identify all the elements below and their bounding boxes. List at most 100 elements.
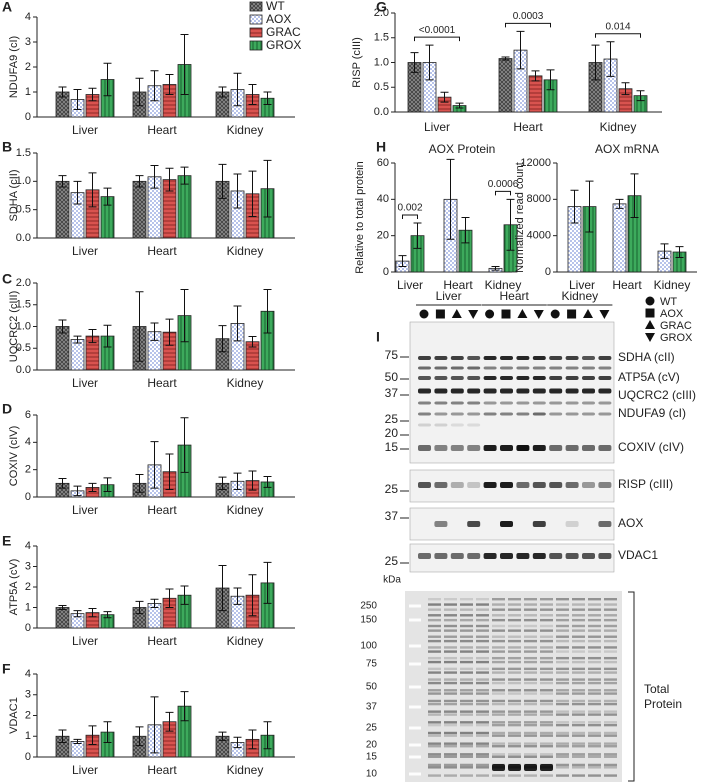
- band: [582, 553, 595, 559]
- stain-band: [508, 699, 521, 703]
- stain-band: [460, 731, 473, 735]
- band: [549, 366, 563, 370]
- lane-symbol: [468, 310, 479, 319]
- ladder-band: [409, 726, 421, 730]
- stain-band: [428, 624, 441, 628]
- significance-bracket: [505, 22, 551, 28]
- stain-band: [508, 624, 521, 628]
- error-bar: [165, 711, 174, 732]
- band: [450, 445, 464, 451]
- stain-band: [604, 766, 617, 769]
- stain-band: [476, 763, 489, 767]
- error-bar: [218, 731, 227, 741]
- stain-band: [476, 745, 489, 748]
- band: [565, 445, 579, 451]
- legend-label: AOX: [660, 308, 684, 320]
- stain-band: [524, 734, 537, 737]
- stain-band: [492, 745, 505, 748]
- y-tick-label: 0: [383, 266, 389, 278]
- y-tick-label: 1.0: [16, 320, 31, 332]
- stain-band: [572, 671, 585, 674]
- error-bar: [135, 77, 144, 107]
- stain-band: [588, 713, 601, 716]
- legend-swatch: [249, 1, 263, 12]
- stain-band: [524, 646, 537, 649]
- stain-band: [572, 713, 585, 716]
- stain-band: [492, 650, 505, 653]
- stain-band: [444, 667, 457, 671]
- band: [598, 482, 612, 488]
- marker-label: 15: [366, 752, 378, 763]
- stain-band: [588, 689, 601, 692]
- stain-band: [428, 635, 441, 638]
- error-bar: [491, 266, 500, 271]
- stain-band: [540, 629, 553, 632]
- error-bar: [88, 87, 97, 102]
- stain-band: [428, 710, 441, 713]
- stain-band: [460, 635, 473, 638]
- stain-band: [476, 608, 489, 611]
- group-label: Kidney: [561, 289, 598, 303]
- stain-band: [588, 656, 601, 660]
- stain-band: [508, 608, 521, 611]
- band: [582, 412, 595, 416]
- band: [565, 521, 579, 527]
- error-bar: [58, 319, 67, 334]
- stain-band: [540, 764, 553, 771]
- stain-band: [444, 629, 457, 632]
- stain-band: [604, 660, 617, 664]
- error-bar: [501, 56, 510, 61]
- error-bar: [88, 482, 97, 493]
- y-tick-label: 4: [25, 11, 31, 23]
- stain-band: [476, 721, 489, 724]
- band: [483, 482, 497, 488]
- stain-band: [572, 639, 585, 643]
- stain-band: [572, 660, 585, 664]
- error-bar: [135, 600, 144, 615]
- stain-band: [428, 603, 441, 606]
- unit-label: kDa: [383, 575, 401, 586]
- band: [500, 412, 513, 416]
- x-tick-label: Liver: [72, 634, 98, 648]
- error-bar: [263, 159, 272, 218]
- band: [483, 356, 497, 360]
- y-axis-label: UQCRC2 (cIII): [8, 291, 20, 363]
- stain-band: [540, 671, 553, 674]
- stain-band: [508, 710, 521, 713]
- stain-band: [588, 774, 601, 777]
- stain-band: [540, 608, 553, 611]
- p-value: 0.0006: [488, 179, 519, 190]
- stain-band: [460, 681, 473, 685]
- band: [467, 423, 481, 427]
- stain-band: [444, 755, 457, 758]
- stain-band: [476, 635, 489, 638]
- panel-letter: F: [2, 661, 11, 677]
- error-bar: [135, 726, 144, 747]
- stain-band: [444, 721, 457, 724]
- stain-band: [476, 667, 489, 671]
- error-bar: [58, 478, 67, 489]
- error-bar: [615, 198, 624, 209]
- band: [450, 412, 464, 416]
- panel-letter: I: [376, 329, 380, 345]
- error-bar: [410, 52, 419, 73]
- stain-band: [428, 598, 441, 601]
- band: [450, 423, 464, 427]
- stain-band: [428, 678, 441, 681]
- band: [418, 376, 431, 380]
- stain-band: [556, 608, 569, 611]
- stain-band: [492, 710, 505, 713]
- band: [418, 401, 431, 405]
- stain-band: [476, 755, 489, 758]
- stain-band: [572, 598, 585, 601]
- stain-band: [492, 671, 505, 674]
- band: [434, 423, 448, 427]
- band: [467, 388, 481, 394]
- stain-band: [428, 689, 441, 692]
- band: [483, 401, 497, 405]
- y-tick-label: 1.0: [374, 56, 389, 68]
- band: [483, 376, 497, 380]
- stain-band: [604, 646, 617, 649]
- stain-band: [428, 646, 441, 649]
- stain-band: [540, 745, 553, 748]
